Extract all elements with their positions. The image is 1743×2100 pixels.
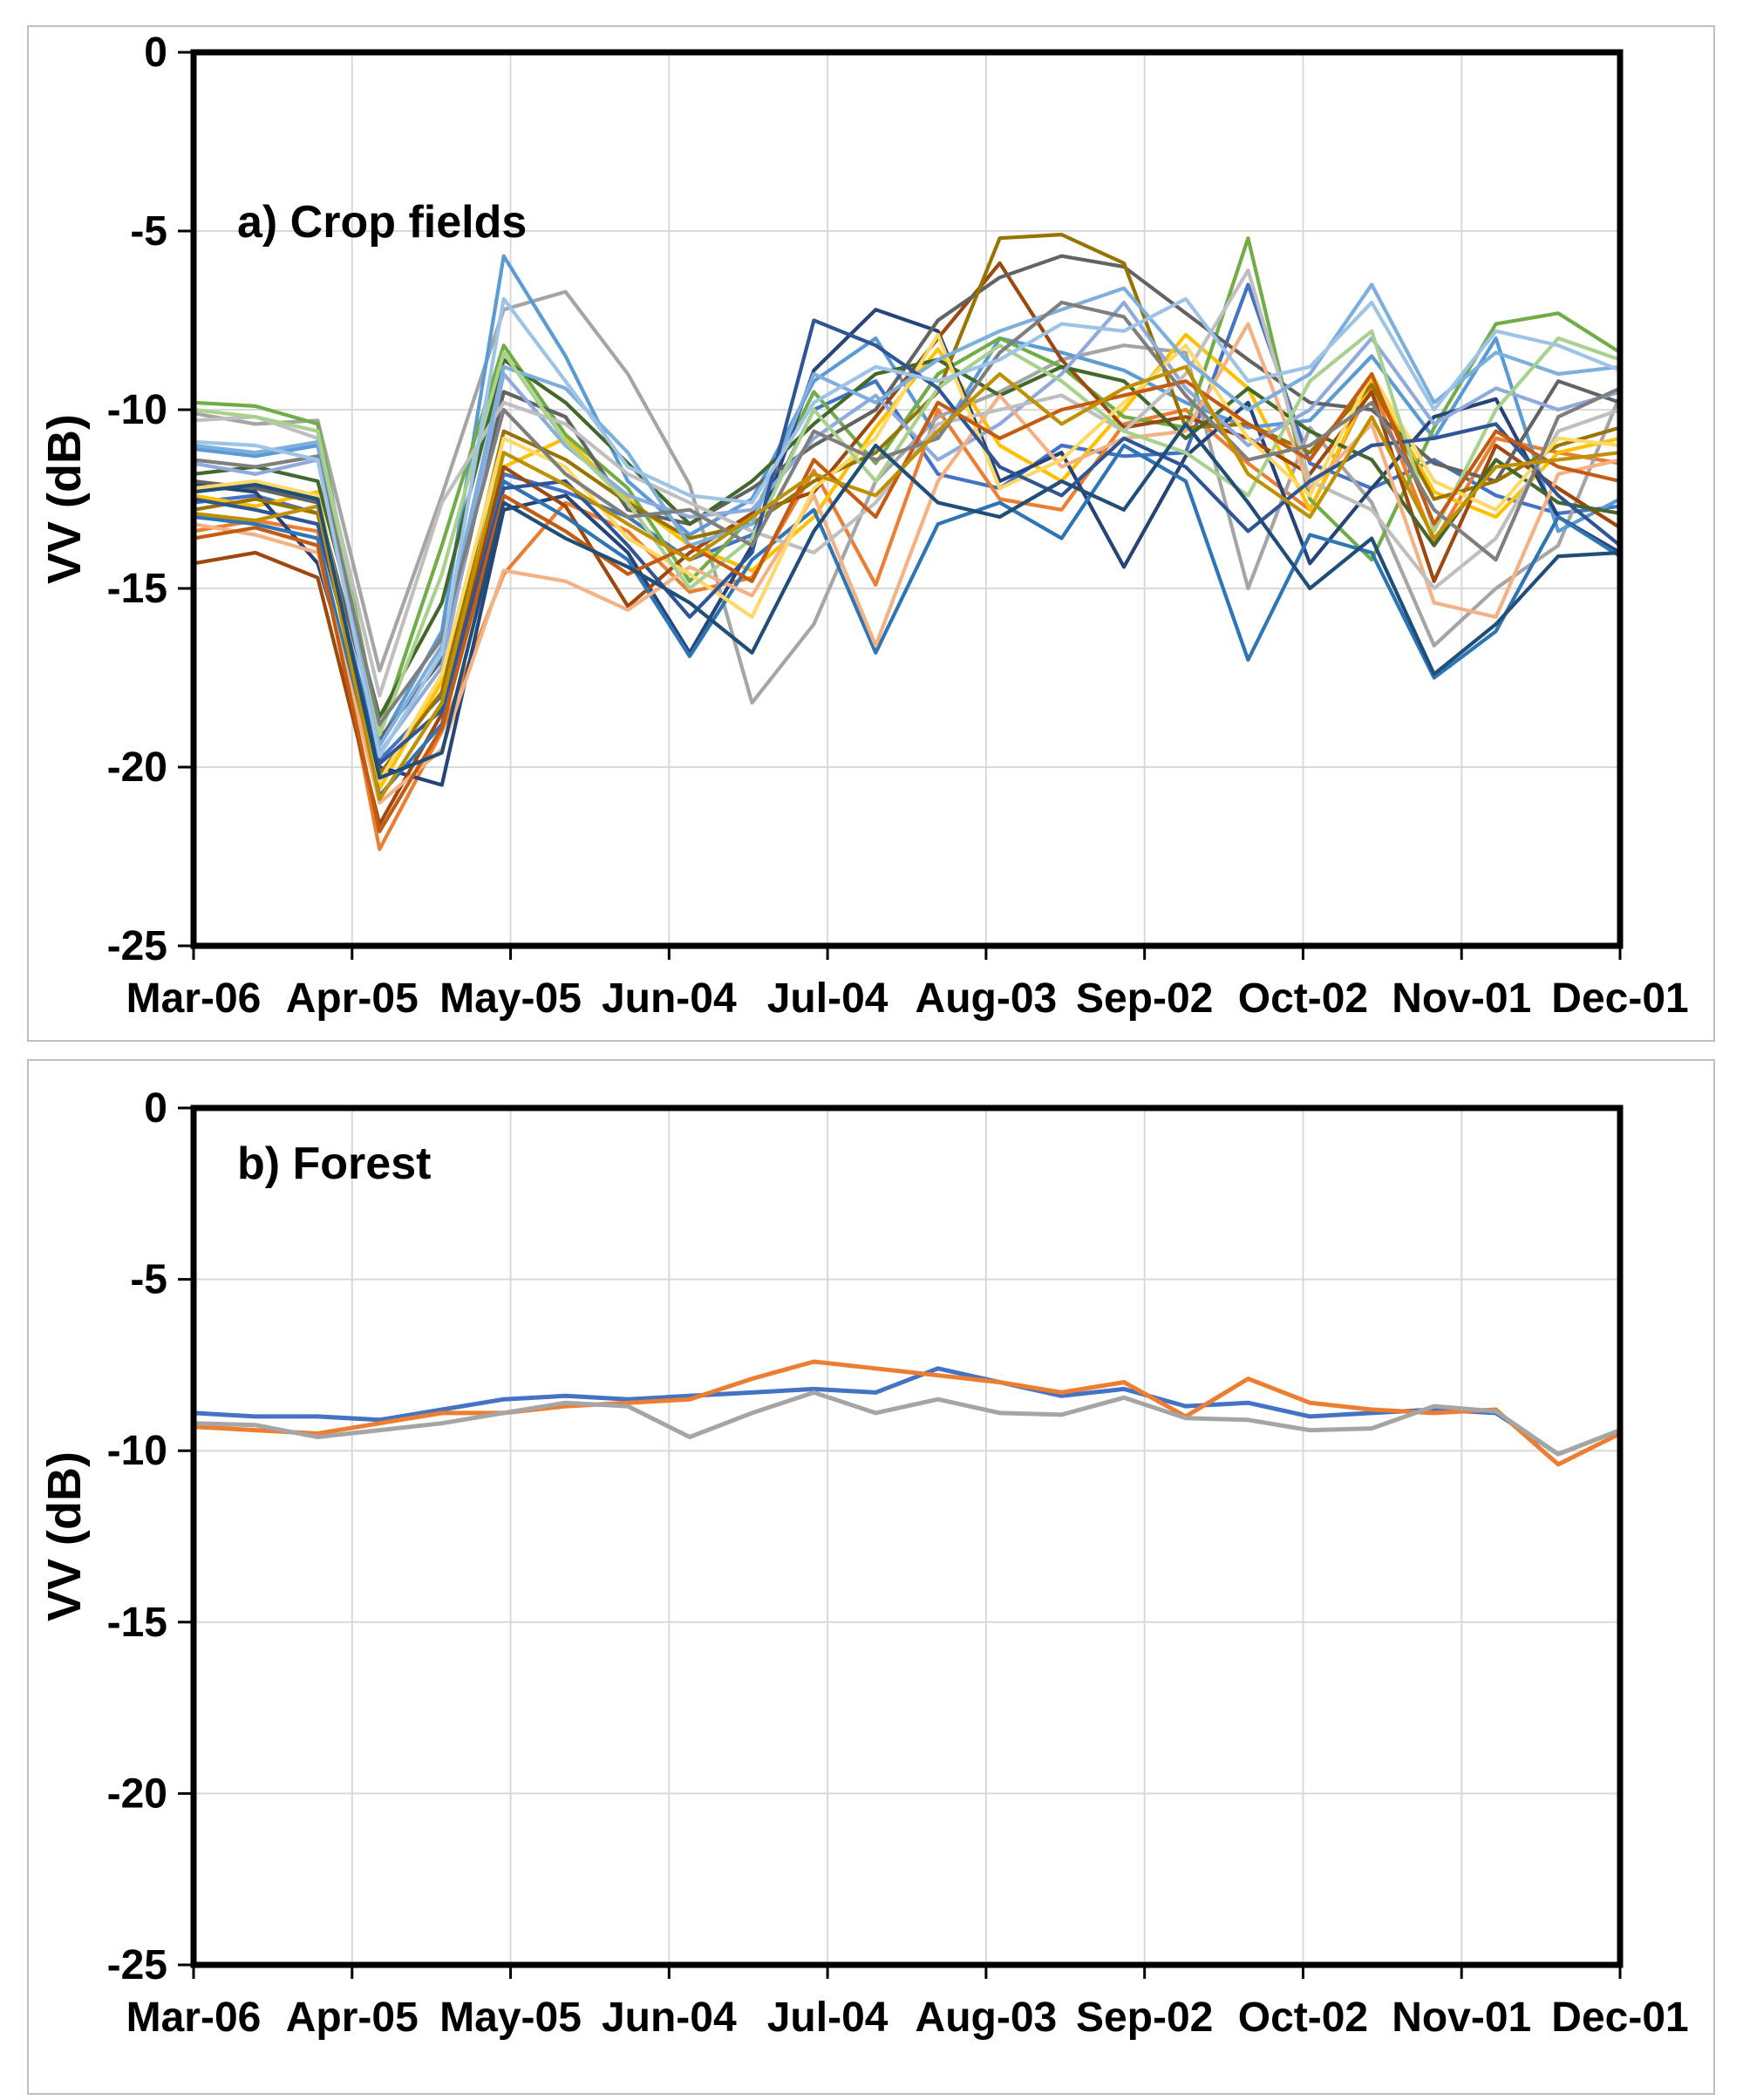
forest-panel: 0 -5 -10 -15 -20 -25 Mar-06 Apr-05 May-05 Jun-04 J… [27,1059,1715,2095]
y-tick-label: -15 [107,1600,167,1646]
x-tick-label: May-05 [439,975,582,1022]
y-tick-label: 0 [144,1085,167,1132]
panel-title: b) Forest [237,1138,431,1189]
series-forest-2 [191,1359,1623,1467]
panel-frame [27,1059,1715,2095]
y-tick-label: -25 [107,1942,167,1988]
y-tick-label: -10 [107,1428,167,1474]
y-tick-label: -20 [107,1770,167,1817]
y-axis-title: VV (dB) [38,1451,91,1621]
series-field-13 [191,300,1623,755]
series-field-24 [191,422,1623,780]
axis-ticks [178,51,1622,960]
series-field-21 [191,300,1623,726]
y-axis-title: VV (dB) [38,414,91,584]
series-field-23 [191,296,1623,758]
x-tick-label: Jul-04 [767,1995,889,2041]
x-tick-label: Oct-02 [1238,1995,1368,2041]
panel-title: a) Crop fields [237,197,527,248]
series-forest-3 [191,1390,1623,1457]
x-tick-label: Jul-04 [767,975,889,1022]
x-tick-label: Apr-05 [286,975,419,1022]
y-tick-label: -10 [107,387,167,433]
x-tick-label: Aug-03 [916,975,1058,1022]
x-tick-label: Sep-02 [1076,1995,1213,2041]
y-tick-label: 0 [144,30,167,76]
series-field-16 [191,332,1623,784]
x-tick-label: Dec-01 [1551,975,1688,1022]
series-field-06 [191,236,1623,734]
series-field-18 [191,329,1623,737]
series-field-17 [191,282,1623,748]
series-forest-1 [191,1366,1623,1457]
series-group [191,233,1623,852]
series-group [191,1359,1623,1467]
gridlines [194,1108,1620,1965]
plot-border [190,1104,1624,1968]
y-tick-label: -15 [107,566,167,612]
x-tick-label: Aug-03 [916,1995,1058,2041]
x-tick-label: Mar-06 [126,1995,262,2041]
x-tick-label: Jun-04 [602,1995,737,2041]
series-field-20 [191,371,1623,833]
x-tick-label: May-05 [439,1995,582,2041]
x-tick-label: Sep-02 [1076,975,1213,1022]
plot-border [190,49,1624,949]
x-tick-label: Nov-01 [1392,1995,1531,2041]
x-tick-label: Mar-06 [126,975,262,1022]
y-tick-label: -25 [107,923,167,969]
x-tick-label: Oct-02 [1238,975,1368,1022]
axis-ticks [178,1106,1622,1979]
y-tick-label: -20 [107,744,167,791]
gridlines [194,52,1620,946]
series-field-02 [191,383,1623,852]
series-field-22 [191,364,1623,802]
series-field-11 [191,443,1623,798]
x-tick-label: Apr-05 [286,1995,419,2041]
y-tick-label: -5 [130,208,167,255]
x-tick-label: Nov-01 [1392,975,1531,1022]
x-tick-label: Dec-01 [1551,1995,1688,2041]
crop-fields-panel: 0 -5 -10 -15 -20 -25 Mar-06 Apr-05 May-05 Jun-04 J… [27,25,1715,1042]
x-tick-label: Jun-04 [602,975,737,1022]
y-tick-label: -5 [130,1257,167,1303]
